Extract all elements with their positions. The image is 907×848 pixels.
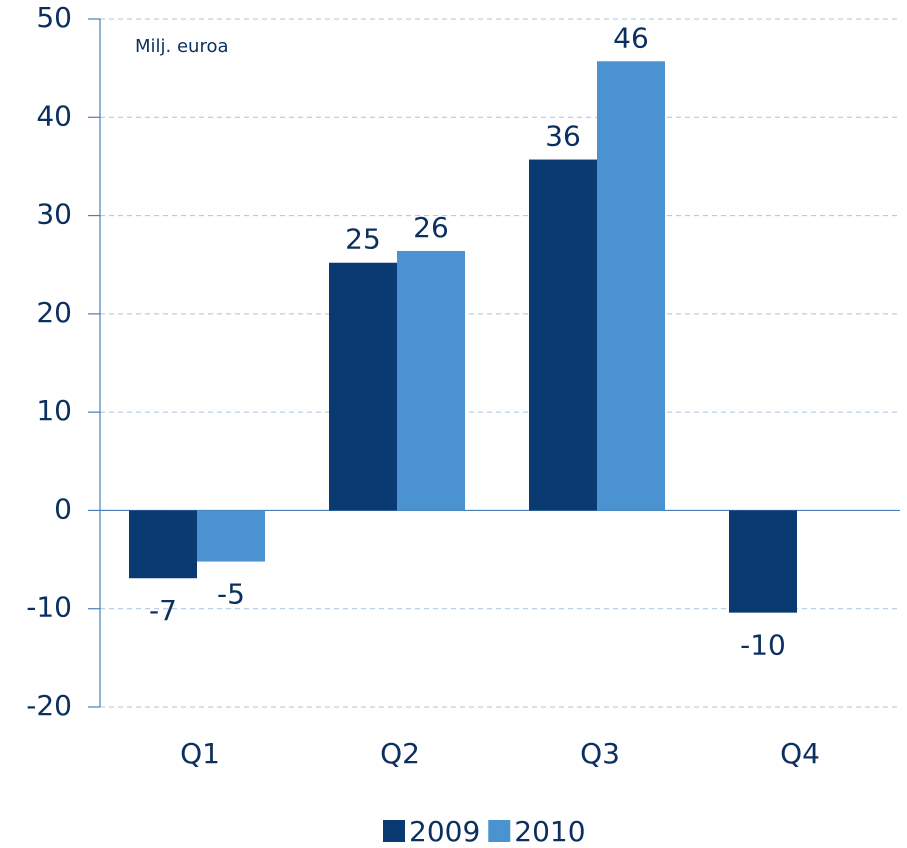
legend-swatch [383, 820, 405, 842]
bar [597, 61, 665, 511]
legend-label: 2010 [514, 815, 585, 848]
bar [197, 510, 265, 562]
data-label: -5 [217, 578, 245, 611]
data-label: 26 [413, 211, 449, 244]
data-label: 36 [545, 120, 581, 153]
bar [529, 159, 597, 511]
y-tick-label: 20 [36, 296, 72, 329]
y-tick-label: 30 [36, 198, 72, 231]
legend-label: 2009 [409, 815, 480, 848]
bar [397, 250, 465, 511]
legend-swatch [488, 820, 511, 842]
data-label: 46 [613, 21, 649, 54]
annotation: Milj. euroa [135, 36, 229, 57]
x-tick-label: Q4 [780, 737, 820, 770]
data-label: 25 [345, 223, 381, 256]
y-tick-label: 10 [36, 394, 72, 427]
y-tick-label: 40 [36, 99, 72, 132]
x-tick-label: Q3 [580, 737, 620, 770]
x-tick-label: Q2 [380, 737, 420, 770]
y-tick-label: 50 [36, 1, 72, 34]
y-tick-label: -10 [26, 591, 72, 624]
bar [329, 262, 397, 511]
bar [729, 510, 797, 613]
data-label: -7 [149, 594, 177, 627]
data-label: -10 [740, 629, 786, 662]
bar [129, 510, 197, 579]
y-tick-label: -20 [26, 689, 72, 722]
x-tick-label: Q1 [180, 737, 220, 770]
y-tick-label: 0 [54, 492, 72, 525]
